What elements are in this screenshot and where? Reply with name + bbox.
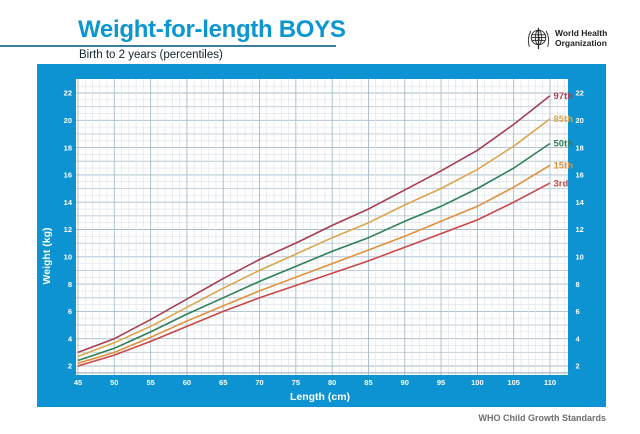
x-tick-label: 95: [437, 378, 445, 387]
y-tick-label-left: 12: [64, 225, 72, 234]
title-underline: [0, 45, 336, 47]
who-logo-line1: World Health: [555, 28, 608, 38]
y-tick-label-left: 18: [64, 143, 72, 152]
percentile-curve-3rd: [77, 182, 551, 367]
x-tick-label: 110: [544, 378, 556, 387]
y-tick-label-left: 16: [64, 171, 72, 180]
y-tick-label-left: 22: [64, 89, 72, 98]
y-tick-label-right: 4: [576, 334, 581, 343]
percentile-curve-97th: [77, 95, 551, 354]
y-tick-label-left: 2: [68, 362, 72, 371]
y-tick-label-left: 14: [64, 198, 73, 207]
x-tick-label: 80: [328, 378, 336, 387]
y-tick-label-left: 4: [68, 334, 73, 343]
x-tick-label: 55: [146, 378, 154, 387]
chart-frame: 97th 85th 50th 15th 3rd 45 50 55 60 65 70 75 80 85 90 9…: [37, 64, 606, 407]
y-tick-label-right: 2: [576, 362, 580, 371]
x-axis-title: Length (cm): [290, 391, 350, 403]
x-tick-label: 90: [401, 378, 409, 387]
x-tick-label: 65: [219, 378, 227, 387]
y-tick-label-left: 6: [68, 307, 72, 316]
x-tick-label: 45: [74, 378, 82, 387]
y-tick-label-right: 12: [576, 225, 584, 234]
x-tick-label: 60: [183, 378, 191, 387]
growth-chart: 97th 85th 50th 15th 3rd 45 50 55 60 65 70 75 80 85 90 9…: [41, 79, 585, 403]
y-tick-label-right: 14: [576, 198, 585, 207]
y-tick-label-left: 8: [68, 280, 72, 289]
percentile-label-50th: 50th: [554, 139, 574, 150]
x-tick-label: 70: [255, 378, 263, 387]
y-tick-label-right: 22: [576, 89, 584, 98]
y-tick-label-right: 6: [576, 307, 580, 316]
who-logo-line2: Organization: [555, 37, 607, 48]
footer-credit: WHO Child Growth Standards: [478, 413, 607, 423]
y-tick-label-right: 18: [576, 143, 584, 152]
x-tick-label: 100: [471, 378, 484, 387]
x-tick-label: 105: [507, 378, 520, 387]
who-logo: World Health Organization: [525, 25, 607, 52]
percentile-label-3rd: 3rd: [554, 178, 569, 189]
percentile-label-97th: 97th: [554, 91, 574, 102]
y-tick-label-right: 8: [576, 280, 580, 289]
y-tick-label-right: 16: [576, 171, 584, 180]
y-tick-label-left: 20: [64, 116, 72, 125]
y-axis-title: Weight (kg): [41, 228, 53, 285]
plot-area: [76, 79, 568, 375]
x-tick-label: 50: [110, 378, 118, 387]
percentile-label-15th: 15th: [554, 161, 574, 172]
y-tick-label-left: 10: [64, 253, 72, 262]
y-tick-label-right: 20: [576, 116, 584, 125]
percentile-curve-50th: [77, 142, 551, 362]
who-emblem-icon: [527, 27, 550, 50]
x-tick-label: 75: [292, 378, 300, 387]
y-tick-label-right: 10: [576, 253, 584, 262]
page-subtitle: Birth to 2 years (percentiles): [79, 49, 223, 61]
x-tick-label: 85: [364, 378, 372, 387]
percentile-label-85th: 85th: [554, 114, 574, 125]
grid: [76, 79, 568, 375]
page-title: Weight-for-length BOYS: [78, 16, 346, 43]
percentile-curve-85th: [77, 118, 551, 358]
who-logo-text: World Health Organization: [555, 28, 608, 48]
percentile-curve-15th: [77, 164, 551, 365]
